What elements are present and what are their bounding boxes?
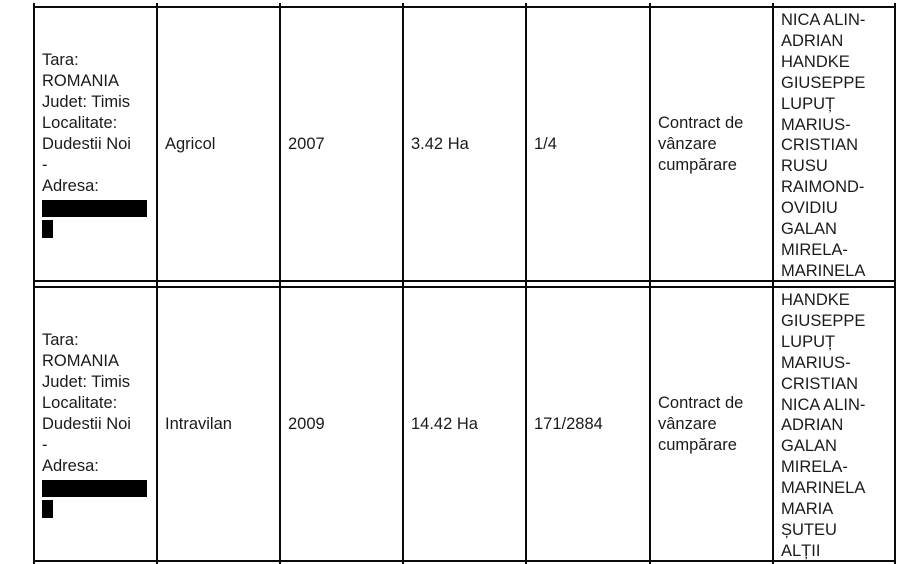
grid-line-stub [33, 282, 156, 286]
grid-line-stub [402, 282, 525, 286]
year-text: 2007 [288, 134, 325, 153]
grid-line-stub [525, 562, 649, 564]
grid-line-stub [279, 282, 402, 286]
cell-area: 14.42 Ha [402, 288, 525, 560]
cell-owners: HANDKE GIUSEPPE LUPUȚ MARIUS- CRISTIAN N… [772, 288, 896, 560]
grid-line-stub [525, 3, 649, 6]
redacted-address-bar-short [42, 220, 53, 238]
grid-line-stub [402, 562, 525, 564]
location-text: Tara: ROMANIA Judet: Timis Localitate: D… [42, 331, 131, 475]
grid-line-stub [649, 3, 772, 6]
acquisition-text: Contract de vânzare cumpărare [658, 113, 744, 174]
cell-acquisition: Contract de vânzare cumpărare [649, 288, 772, 560]
owners-text: NICA ALIN- ADRIAN HANDKE GIUSEPPE LUPUȚ … [781, 11, 866, 280]
category-text: Agricol [165, 134, 216, 153]
grid-line-stub [33, 3, 156, 6]
location-text: Tara: ROMANIA Judet: Timis Localitate: D… [42, 51, 131, 195]
row-gap [33, 562, 896, 564]
grid-line-stub [156, 3, 279, 6]
cell-acquisition: Contract de vânzare cumpărare [649, 8, 772, 280]
grid-line-stub [649, 282, 772, 286]
cell-share: 1/4 [525, 8, 649, 280]
table-row: Tara: ROMANIA Judet: Timis Localitate: D… [33, 286, 896, 562]
share-text: 171/2884 [534, 414, 603, 433]
cell-year: 2009 [279, 288, 402, 560]
table-top-edge [33, 3, 896, 6]
acquisition-text: Contract de vânzare cumpărare [658, 393, 744, 454]
grid-line-stub [402, 3, 525, 6]
redacted-address-bar-short [42, 500, 53, 518]
grid-line-stub [525, 282, 649, 286]
category-text: Intravilan [165, 414, 232, 433]
cell-category: Agricol [156, 8, 279, 280]
share-text: 1/4 [534, 134, 557, 153]
cell-share: 171/2884 [525, 288, 649, 560]
area-text: 14.42 Ha [411, 414, 478, 433]
grid-line-stub [772, 3, 896, 6]
row-gap [33, 282, 896, 286]
grid-line-stub [772, 282, 896, 286]
area-text: 3.42 Ha [411, 134, 469, 153]
grid-line-stub [772, 562, 896, 564]
cell-owners: NICA ALIN- ADRIAN HANDKE GIUSEPPE LUPUȚ … [772, 8, 896, 280]
grid-line-stub [33, 562, 156, 564]
cell-year: 2007 [279, 8, 402, 280]
grid-line-stub [279, 3, 402, 6]
redacted-address-bar [42, 200, 147, 217]
cell-location: Tara: ROMANIA Judet: Timis Localitate: D… [33, 8, 156, 280]
cell-area: 3.42 Ha [402, 8, 525, 280]
cell-location: Tara: ROMANIA Judet: Timis Localitate: D… [33, 288, 156, 560]
year-text: 2009 [288, 414, 325, 433]
grid-line-stub [279, 562, 402, 564]
grid-line-stub [649, 562, 772, 564]
table-row: Tara: ROMANIA Judet: Timis Localitate: D… [33, 6, 896, 282]
cell-category: Intravilan [156, 288, 279, 560]
grid-line-stub [156, 282, 279, 286]
owners-text: HANDKE GIUSEPPE LUPUȚ MARIUS- CRISTIAN N… [781, 291, 866, 560]
grid-line-stub [156, 562, 279, 564]
redacted-address-bar [42, 480, 147, 497]
